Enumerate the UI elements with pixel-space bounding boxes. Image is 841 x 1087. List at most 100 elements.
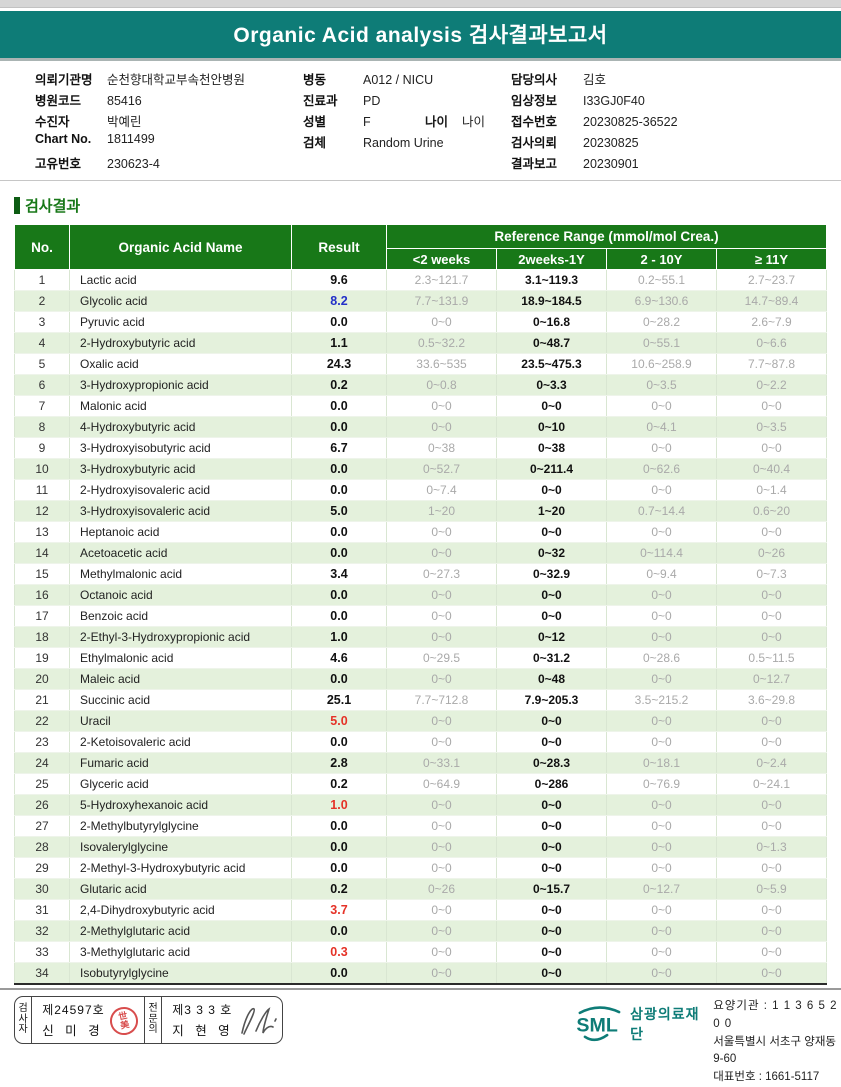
cell-result: 0.2 bbox=[291, 878, 387, 900]
page-top-strip bbox=[0, 0, 841, 8]
info-row-unique-no: 고유번호 230623-4 bbox=[35, 153, 303, 174]
report-date-value: 20230901 bbox=[583, 157, 639, 171]
unique-no-label: 고유번호 bbox=[35, 157, 82, 171]
cell-ref-1: 0~10 bbox=[496, 416, 607, 438]
receipt-no-label: 접수번호 bbox=[511, 115, 558, 129]
cell-ref-2: 0~0 bbox=[606, 710, 717, 732]
cell-ref-2: 0~18.1 bbox=[606, 752, 717, 774]
table-row: 26 5-Hydroxyhexanoic acid 1.0 0~0 0~0 0~0 0~0 bbox=[14, 794, 827, 816]
cell-ref-3: 0~0 bbox=[716, 857, 827, 879]
cell-ref-3: 7.7~87.8 bbox=[716, 353, 827, 375]
cell-no: 9 bbox=[14, 437, 70, 459]
examiner-license-no: 제24597호 bbox=[42, 1003, 105, 1017]
cell-acid-name: Benzoic acid bbox=[69, 605, 292, 627]
header-ref-over-11y: ≥ 11Y bbox=[716, 248, 827, 270]
cell-ref-0: 0~0 bbox=[386, 815, 497, 837]
table-row: 13 Heptanoic acid 0.0 0~0 0~0 0~0 0~0 bbox=[14, 521, 827, 543]
header-ref-under-2-weeks: <2 weeks bbox=[386, 248, 497, 270]
cell-result: 0.0 bbox=[291, 920, 387, 942]
table-row: 14 Acetoacetic acid 0.0 0~0 0~32 0~114.4 0~26 bbox=[14, 542, 827, 564]
cell-ref-3: 0~40.4 bbox=[716, 458, 827, 480]
cell-no: 7 bbox=[14, 395, 70, 417]
cell-ref-2: 0~0 bbox=[606, 731, 717, 753]
cell-acid-name: 2,4-Dihydroxybutyric acid bbox=[69, 899, 292, 921]
info-row-receipt-no: 접수번호 20230825-36522 bbox=[511, 111, 811, 132]
table-row: 16 Octanoic acid 0.0 0~0 0~0 0~0 0~0 bbox=[14, 584, 827, 606]
cell-ref-3: 0~1.4 bbox=[716, 479, 827, 501]
institution-value: 순천향대학교부속천안병원 bbox=[107, 73, 246, 87]
cell-result: 1.1 bbox=[291, 332, 387, 354]
cell-ref-3: 0~6.6 bbox=[716, 332, 827, 354]
cell-ref-0: 33.6~535 bbox=[386, 353, 497, 375]
chart-no-label: Chart No. bbox=[35, 132, 92, 146]
cell-result: 0.0 bbox=[291, 857, 387, 879]
section-title-text: 검사결과 bbox=[25, 198, 81, 215]
cell-result: 6.7 bbox=[291, 437, 387, 459]
cell-no: 27 bbox=[14, 815, 70, 837]
results-table: No. Organic Acid Name Result Reference R… bbox=[14, 224, 827, 985]
cell-acid-name: Pyruvic acid bbox=[69, 311, 292, 333]
cell-ref-2: 0~0 bbox=[606, 962, 717, 985]
table-row: 27 2-Methylbutyrylglycine 0.0 0~0 0~0 0~0 0~0 bbox=[14, 815, 827, 837]
cell-result: 0.0 bbox=[291, 542, 387, 564]
info-row-department: 진료과 PD bbox=[303, 90, 511, 111]
table-row: 15 Methylmalonic acid 3.4 0~27.3 0~32.9 0~9.4… bbox=[14, 563, 827, 585]
cell-ref-1: 3.1~119.3 bbox=[496, 269, 607, 291]
footer-separator bbox=[0, 988, 841, 990]
cell-acid-name: 2-Methylbutyrylglycine bbox=[69, 815, 292, 837]
signatories-divider bbox=[143, 997, 146, 1043]
cell-ref-2: 0~12.7 bbox=[606, 878, 717, 900]
report-title-banner: Organic Acid analysis 검사결과보고서 bbox=[0, 11, 841, 61]
cell-ref-1: 0~31.2 bbox=[496, 647, 607, 669]
age-label: 나이 bbox=[425, 115, 449, 129]
department-label: 진료과 bbox=[303, 94, 338, 108]
cell-ref-0: 0~0 bbox=[386, 731, 497, 753]
cell-ref-2: 0~0 bbox=[606, 668, 717, 690]
cell-ref-2: 0~0 bbox=[606, 857, 717, 879]
cell-result: 0.0 bbox=[291, 731, 387, 753]
cell-acid-name: Methylmalonic acid bbox=[69, 563, 292, 585]
info-column-right: 담당의사 김호 임상정보 I33GJ0F40 접수번호 20230825-365… bbox=[511, 69, 811, 174]
table-row: 5 Oxalic acid 24.3 33.6~535 23.5~475.3 10.6~2… bbox=[14, 353, 827, 375]
cell-acid-name: 2-Ketoisovaleric acid bbox=[69, 731, 292, 753]
cell-ref-1: 0~0 bbox=[496, 815, 607, 837]
table-row: 34 Isobutyrylglycine 0.0 0~0 0~0 0~0 0~0 bbox=[14, 962, 827, 985]
cell-ref-3: 0~0 bbox=[716, 815, 827, 837]
cell-acid-name: Oxalic acid bbox=[69, 353, 292, 375]
cell-ref-2: 0~0 bbox=[606, 521, 717, 543]
table-row: 1 Lactic acid 9.6 2.3~121.7 3.1~119.3 0.2~55.… bbox=[14, 269, 827, 291]
cell-ref-1: 0~0 bbox=[496, 521, 607, 543]
cell-ref-3: 0~0 bbox=[716, 437, 827, 459]
specimen-value: Random Urine bbox=[363, 136, 444, 150]
cell-result: 0.0 bbox=[291, 395, 387, 417]
cell-ref-0: 1~20 bbox=[386, 500, 497, 522]
cell-no: 12 bbox=[14, 500, 70, 522]
cell-ref-3: 2.7~23.7 bbox=[716, 269, 827, 291]
sex-value: F bbox=[363, 115, 371, 129]
cell-ref-0: 0~0 bbox=[386, 626, 497, 648]
cell-ref-0: 0~38 bbox=[386, 437, 497, 459]
cell-ref-3: 0~26 bbox=[716, 542, 827, 564]
sml-logo: SML 삼광의료재단 bbox=[573, 1002, 701, 1046]
cell-result: 3.4 bbox=[291, 563, 387, 585]
department-value: PD bbox=[363, 94, 381, 108]
info-row-hospital-code: 병원코드 85416 bbox=[35, 90, 303, 111]
cell-ref-0: 0~0 bbox=[386, 668, 497, 690]
cell-ref-2: 0~62.6 bbox=[606, 458, 717, 480]
cell-no: 4 bbox=[14, 332, 70, 354]
cell-no: 13 bbox=[14, 521, 70, 543]
info-row-clinical-info: 임상정보 I33GJ0F40 bbox=[511, 90, 811, 111]
chart-no-value: 1811499 bbox=[107, 132, 155, 146]
unique-no-value: 230623-4 bbox=[107, 157, 160, 171]
cell-ref-3: 0~5.9 bbox=[716, 878, 827, 900]
cell-result: 1.0 bbox=[291, 794, 387, 816]
cell-ref-1: 0~0 bbox=[496, 899, 607, 921]
table-row: 30 Glutaric acid 0.2 0~26 0~15.7 0~12.7 0~5.9 bbox=[14, 878, 827, 900]
results-table-head: No. Organic Acid Name Result Reference R… bbox=[14, 224, 827, 270]
table-row: 19 Ethylmalonic acid 4.6 0~29.5 0~31.2 0~28.6… bbox=[14, 647, 827, 669]
cell-ref-1: 0~286 bbox=[496, 773, 607, 795]
cell-ref-2: 0~28.2 bbox=[606, 311, 717, 333]
cell-result: 9.6 bbox=[291, 269, 387, 291]
address-line: 서울특별시 서초구 양재동 9-60 bbox=[713, 1035, 836, 1066]
